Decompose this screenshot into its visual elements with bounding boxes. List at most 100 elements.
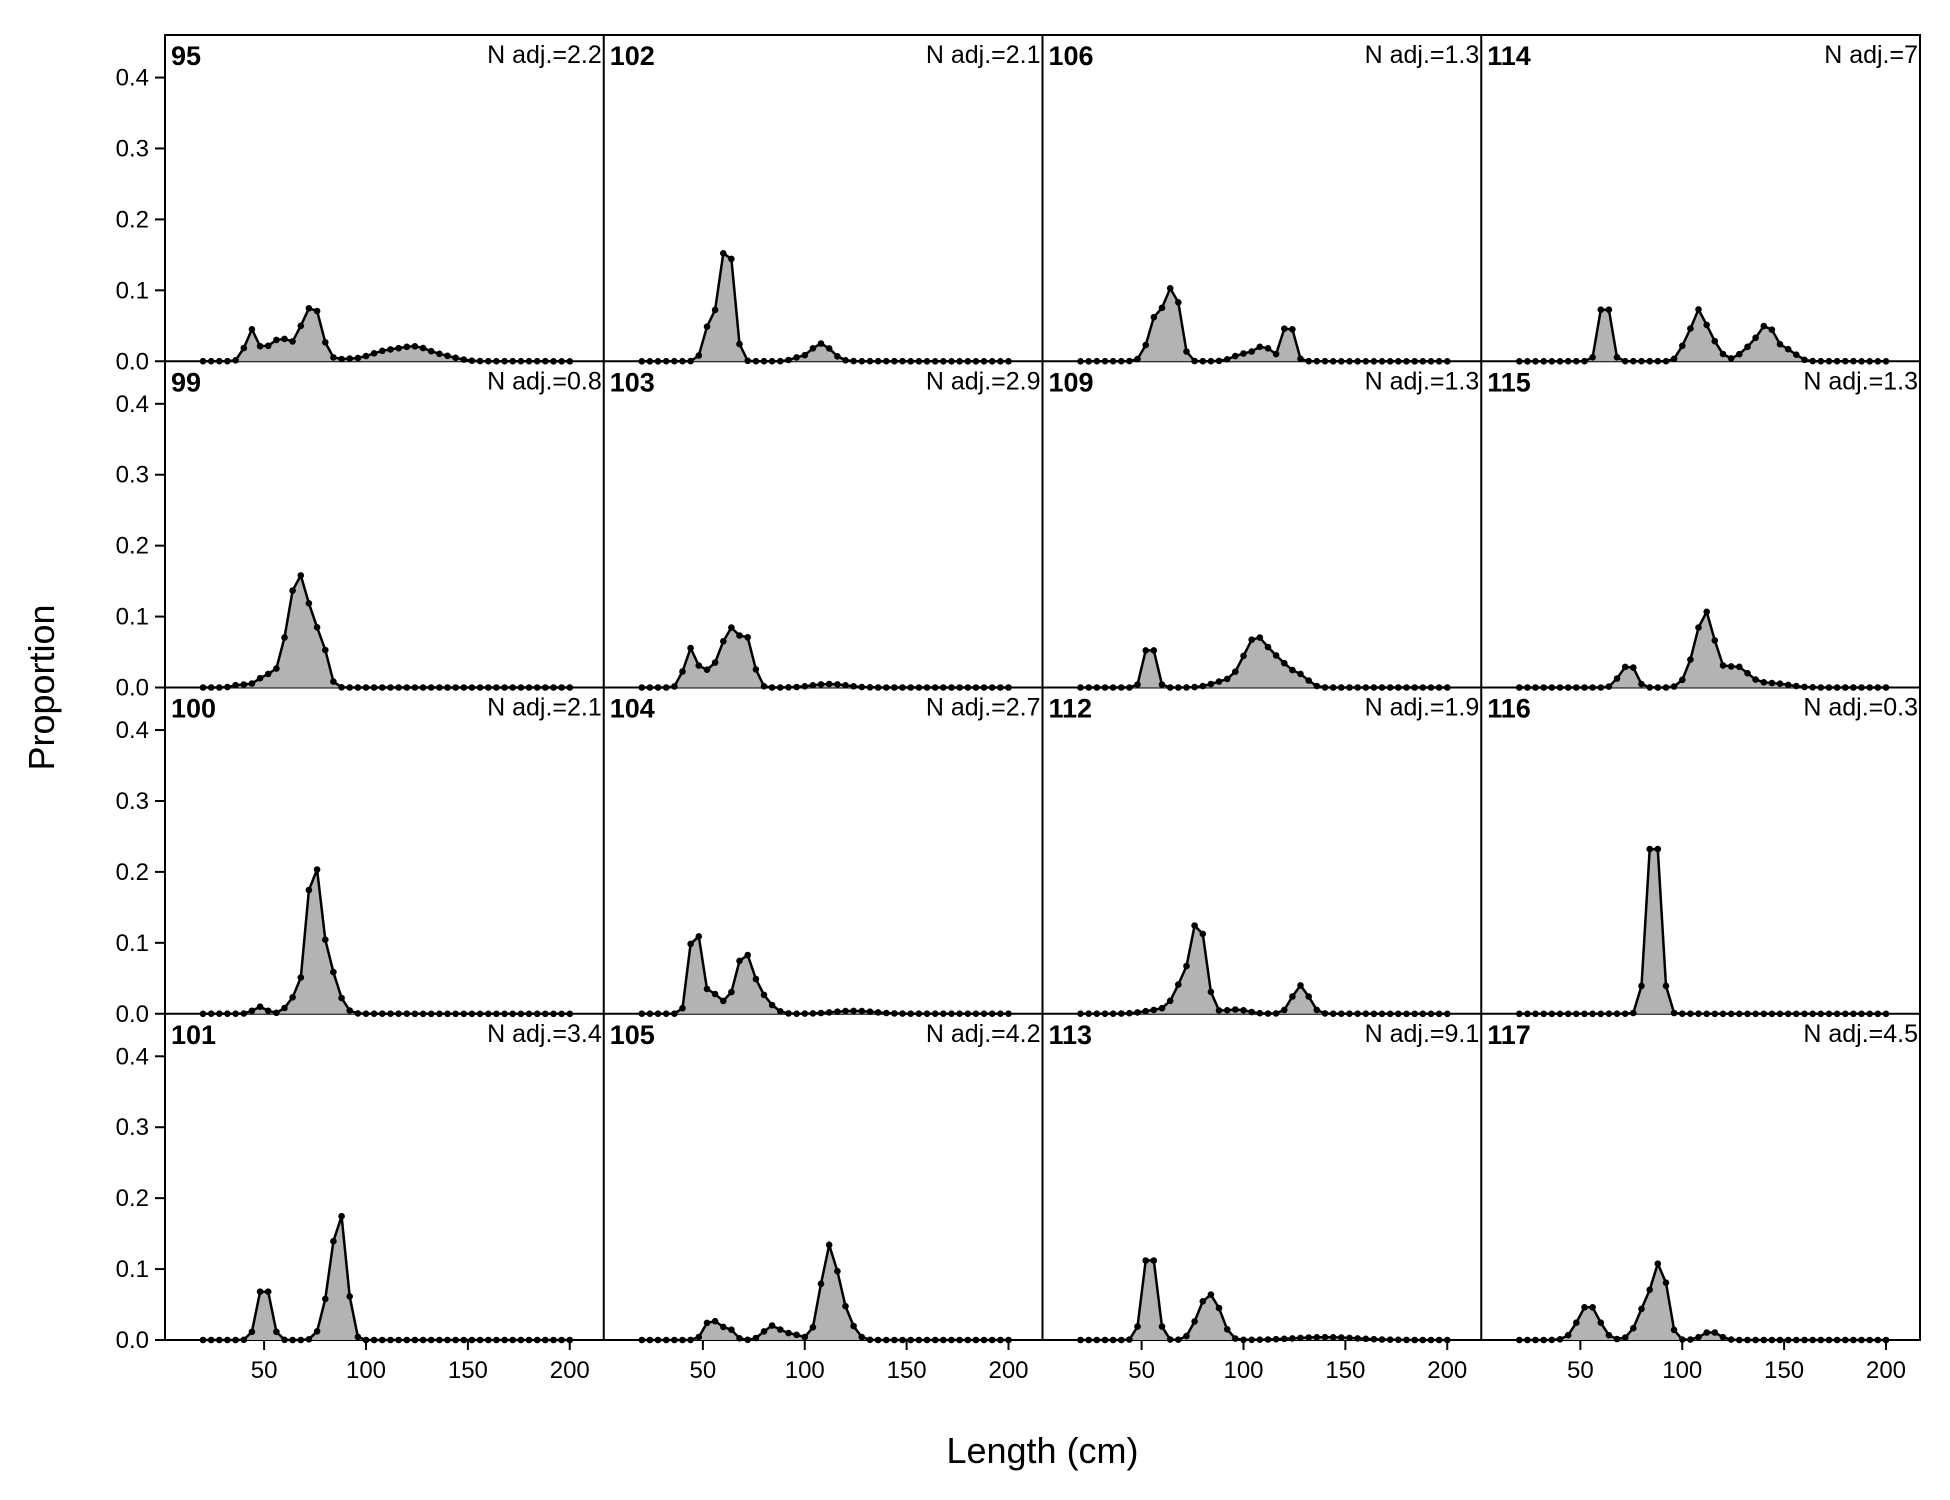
data-point xyxy=(1378,358,1386,365)
data-point xyxy=(1346,684,1353,691)
data-point xyxy=(1646,684,1653,691)
data-point xyxy=(1329,1010,1337,1017)
panel-n-adj: N adj.=2.9 xyxy=(926,367,1041,395)
y-axis-title: Proportion xyxy=(21,604,62,770)
panel-112: 112 N adj.=1.9 xyxy=(1049,694,1479,1018)
data-point xyxy=(1670,355,1678,363)
data-point xyxy=(1126,357,1133,365)
data-point xyxy=(866,1008,874,1015)
data-point xyxy=(850,1007,857,1015)
x-axis-title: Length (cm) xyxy=(946,1430,1138,1471)
data-point xyxy=(752,357,760,365)
data-point xyxy=(1272,652,1280,659)
data-point xyxy=(419,1336,427,1344)
distribution-line xyxy=(1519,608,1886,689)
panel-104: 104 N adj.=2.7 xyxy=(610,694,1041,1017)
data-point xyxy=(1752,334,1759,342)
data-point xyxy=(1768,1336,1776,1344)
data-point xyxy=(1752,1010,1759,1018)
data-point xyxy=(646,684,654,691)
data-point xyxy=(1833,1336,1841,1344)
data-point xyxy=(1223,675,1231,683)
data-point xyxy=(1516,684,1523,691)
data-point xyxy=(517,684,525,691)
data-point xyxy=(1621,1334,1629,1341)
data-point xyxy=(785,356,792,364)
data-point xyxy=(273,1009,280,1017)
data-point xyxy=(711,990,719,998)
data-point xyxy=(1435,358,1443,365)
data-point xyxy=(485,684,492,691)
data-point xyxy=(452,354,459,362)
data-point xyxy=(1142,647,1149,654)
data-point xyxy=(1589,1304,1596,1311)
data-point xyxy=(752,975,760,983)
data-point xyxy=(468,357,476,365)
data-point xyxy=(874,1009,882,1016)
data-point xyxy=(403,1336,411,1344)
data-point xyxy=(687,357,694,365)
data-point xyxy=(273,1328,280,1336)
data-point xyxy=(1711,1010,1719,1018)
data-point xyxy=(305,305,313,312)
data-point xyxy=(566,358,574,365)
data-point xyxy=(1199,682,1207,690)
data-point xyxy=(907,358,914,365)
data-point xyxy=(744,357,751,365)
data-point xyxy=(931,358,939,365)
data-point xyxy=(436,684,443,691)
data-point xyxy=(509,684,516,691)
data-point xyxy=(988,358,996,365)
panel-label: 100 xyxy=(171,694,216,724)
data-point xyxy=(1703,1010,1710,1018)
data-point xyxy=(1435,684,1443,691)
data-point xyxy=(1776,680,1784,687)
data-point xyxy=(1223,356,1231,363)
data-point xyxy=(1662,1279,1670,1286)
data-point xyxy=(1866,1010,1873,1018)
data-point xyxy=(1874,1010,1882,1018)
data-point xyxy=(1411,1010,1418,1018)
data-point xyxy=(760,1328,768,1335)
data-point xyxy=(931,684,939,691)
distribution-line xyxy=(1080,285,1448,363)
data-point xyxy=(915,358,923,365)
data-point xyxy=(1289,1335,1296,1342)
data-point xyxy=(768,1001,776,1009)
data-point xyxy=(638,1010,646,1017)
data-point xyxy=(1191,1318,1198,1325)
data-point xyxy=(460,684,468,691)
data-point xyxy=(956,1336,963,1344)
data-point xyxy=(1386,1010,1394,1018)
data-point xyxy=(988,684,996,691)
data-point xyxy=(940,1336,947,1344)
data-point xyxy=(1858,684,1865,691)
panel-114: 114 N adj.=7 xyxy=(1487,41,1918,365)
data-point xyxy=(1719,1333,1727,1341)
data-point xyxy=(1321,684,1329,691)
data-point xyxy=(542,1336,549,1344)
data-point xyxy=(289,1336,296,1344)
data-point xyxy=(1532,358,1539,365)
data-point xyxy=(379,347,386,355)
data-point xyxy=(1564,1010,1572,1018)
data-point xyxy=(1638,680,1645,688)
data-point xyxy=(1289,993,1296,1000)
data-point xyxy=(1776,1010,1784,1018)
data-point xyxy=(1556,1010,1564,1018)
data-point xyxy=(703,1319,711,1327)
data-point xyxy=(956,684,963,691)
data-point xyxy=(313,866,321,873)
data-point xyxy=(387,684,394,691)
data-point xyxy=(793,354,800,361)
data-point xyxy=(1248,1336,1255,1344)
data-point xyxy=(1077,1336,1084,1344)
panel-n-adj: N adj.=9.1 xyxy=(1365,1020,1480,1048)
panel-label: 101 xyxy=(171,1020,216,1050)
data-point xyxy=(1850,684,1857,691)
data-point xyxy=(1882,684,1890,691)
data-point xyxy=(1679,676,1686,684)
data-point xyxy=(720,1323,727,1331)
data-point xyxy=(1126,1009,1133,1017)
